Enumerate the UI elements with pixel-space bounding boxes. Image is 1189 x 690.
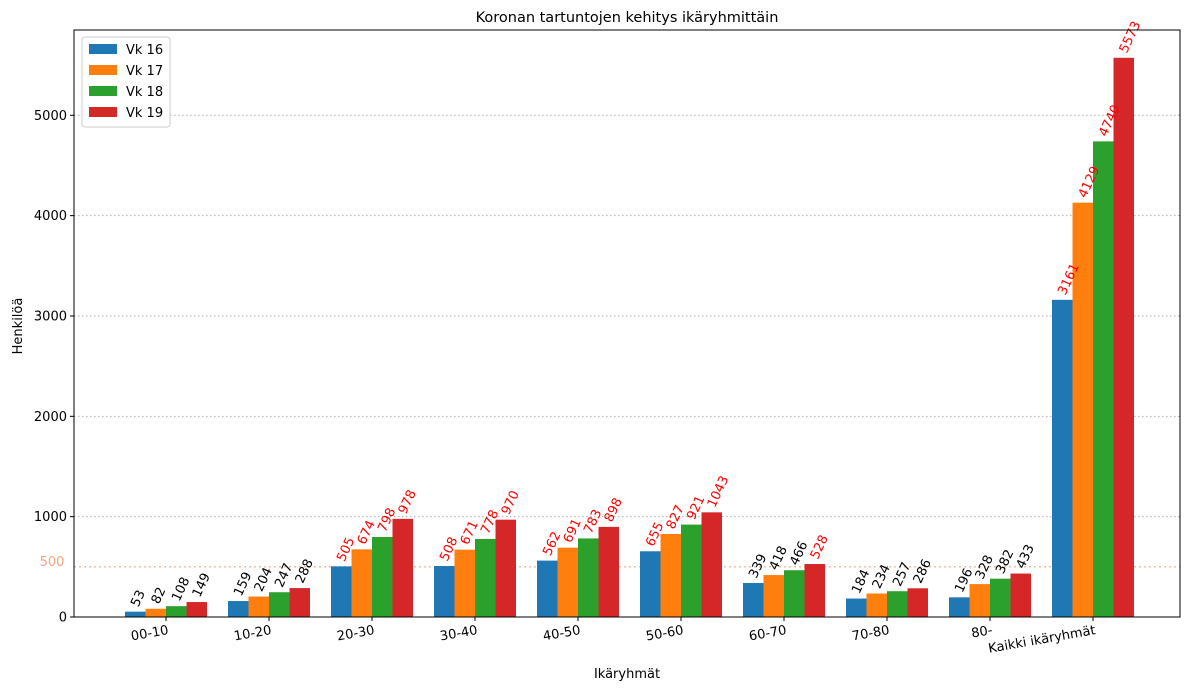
bar xyxy=(784,570,805,617)
y-tick-label: 1000 xyxy=(34,510,67,525)
bar-value-label: 382 xyxy=(993,548,1017,577)
bar xyxy=(907,588,928,617)
x-tick-label: 20-30 xyxy=(336,623,376,644)
x-axis-label: Ikäryhmät xyxy=(594,667,660,682)
bar-value-label: 288 xyxy=(293,557,317,586)
bar xyxy=(495,519,516,617)
bar xyxy=(289,588,310,617)
bar xyxy=(125,611,146,617)
bar xyxy=(248,596,269,617)
bar xyxy=(351,549,372,617)
bar xyxy=(681,524,702,617)
bar xyxy=(598,526,619,617)
bar xyxy=(743,582,764,617)
x-tick-label: Kaikki ikäryhmät xyxy=(987,623,1097,657)
bar-value-label: 247 xyxy=(272,561,296,590)
bar xyxy=(660,534,681,617)
bar xyxy=(434,566,455,617)
x-tick-label: 80- xyxy=(970,623,994,642)
bar xyxy=(990,578,1011,617)
bar xyxy=(269,592,290,617)
bar xyxy=(763,575,784,617)
bar xyxy=(887,591,908,617)
grid-lines xyxy=(74,114,1180,518)
bar xyxy=(454,549,475,617)
bar xyxy=(969,584,990,617)
bar xyxy=(1052,299,1073,617)
bar-value-label: 5573 xyxy=(1117,19,1145,55)
y-tick-label: 5000 xyxy=(34,109,67,124)
bar xyxy=(331,566,352,617)
legend-label: Vk 18 xyxy=(126,85,163,100)
bar xyxy=(1072,202,1093,618)
bar xyxy=(640,551,661,617)
chart-title: Koronan tartuntojen kehitys ikäryhmittäi… xyxy=(476,10,779,26)
y-tick-label: 2000 xyxy=(34,410,67,425)
bar xyxy=(557,547,578,617)
bar-value-label: 1043 xyxy=(705,474,733,510)
bar-value-label: 418 xyxy=(767,544,791,573)
x-tick-label: 70-80 xyxy=(851,623,891,644)
legend-swatch xyxy=(89,107,117,117)
bar-value-label: 528 xyxy=(808,533,832,562)
bar xyxy=(537,560,558,617)
x-tick-label: 50-60 xyxy=(645,623,685,644)
bar xyxy=(866,593,887,617)
reference-line: 500 xyxy=(40,555,1180,570)
bar xyxy=(228,601,249,617)
legend-label: Vk 16 xyxy=(126,43,163,58)
x-tick-label: 10-20 xyxy=(233,623,273,644)
bar-value-label: 149 xyxy=(190,571,214,600)
x-tick-label: 00-10 xyxy=(130,623,170,644)
x-tick-label: 60-70 xyxy=(748,623,788,644)
legend-swatch xyxy=(89,65,117,75)
legend: Vk 16 Vk 17 Vk 18 Vk 19 xyxy=(81,36,171,128)
bars xyxy=(125,57,1134,618)
bar-value-label: 108 xyxy=(169,575,193,604)
bar xyxy=(392,518,413,617)
bar xyxy=(145,608,166,617)
y-axis-label: Henkilöä xyxy=(11,298,26,355)
legend-label: Vk 17 xyxy=(126,64,163,79)
bar xyxy=(186,602,207,617)
bar-value-label: 82 xyxy=(149,585,170,606)
legend-box xyxy=(81,36,171,128)
legend-label: Vk 19 xyxy=(126,106,163,121)
bar xyxy=(166,606,187,617)
bar-value-label: 978 xyxy=(396,488,420,517)
bar-value-label: 328 xyxy=(973,553,997,582)
bar xyxy=(1010,573,1031,617)
legend-swatch xyxy=(89,86,117,96)
legend-swatch xyxy=(89,44,117,54)
bar-value-label: 257 xyxy=(890,560,914,589)
x-tick-label: 30-40 xyxy=(439,623,479,644)
bar xyxy=(846,598,867,617)
x-tick-label: 40-50 xyxy=(542,623,582,644)
bar xyxy=(1113,57,1134,618)
bar-value-label: 898 xyxy=(602,496,626,525)
bar-value-label: 286 xyxy=(911,557,935,586)
bar xyxy=(372,536,393,617)
plot-frame xyxy=(73,29,1181,618)
bar xyxy=(949,597,970,617)
bar-value-label: 204 xyxy=(252,565,276,594)
y-tick-label: 3000 xyxy=(34,309,67,324)
bar xyxy=(701,512,722,617)
bar-value-label: 970 xyxy=(499,489,523,518)
y-tick-label: 4000 xyxy=(34,209,67,224)
y-tick-label: 0 xyxy=(59,611,67,626)
bar xyxy=(804,564,825,617)
bar-value-label: 159 xyxy=(231,570,255,599)
bar xyxy=(475,538,496,617)
reference-line-label: 500 xyxy=(40,555,65,570)
bar-value-label: 184 xyxy=(849,567,873,596)
bar-value-label: 53 xyxy=(128,588,149,609)
bar xyxy=(1093,141,1114,617)
bar xyxy=(578,538,599,617)
